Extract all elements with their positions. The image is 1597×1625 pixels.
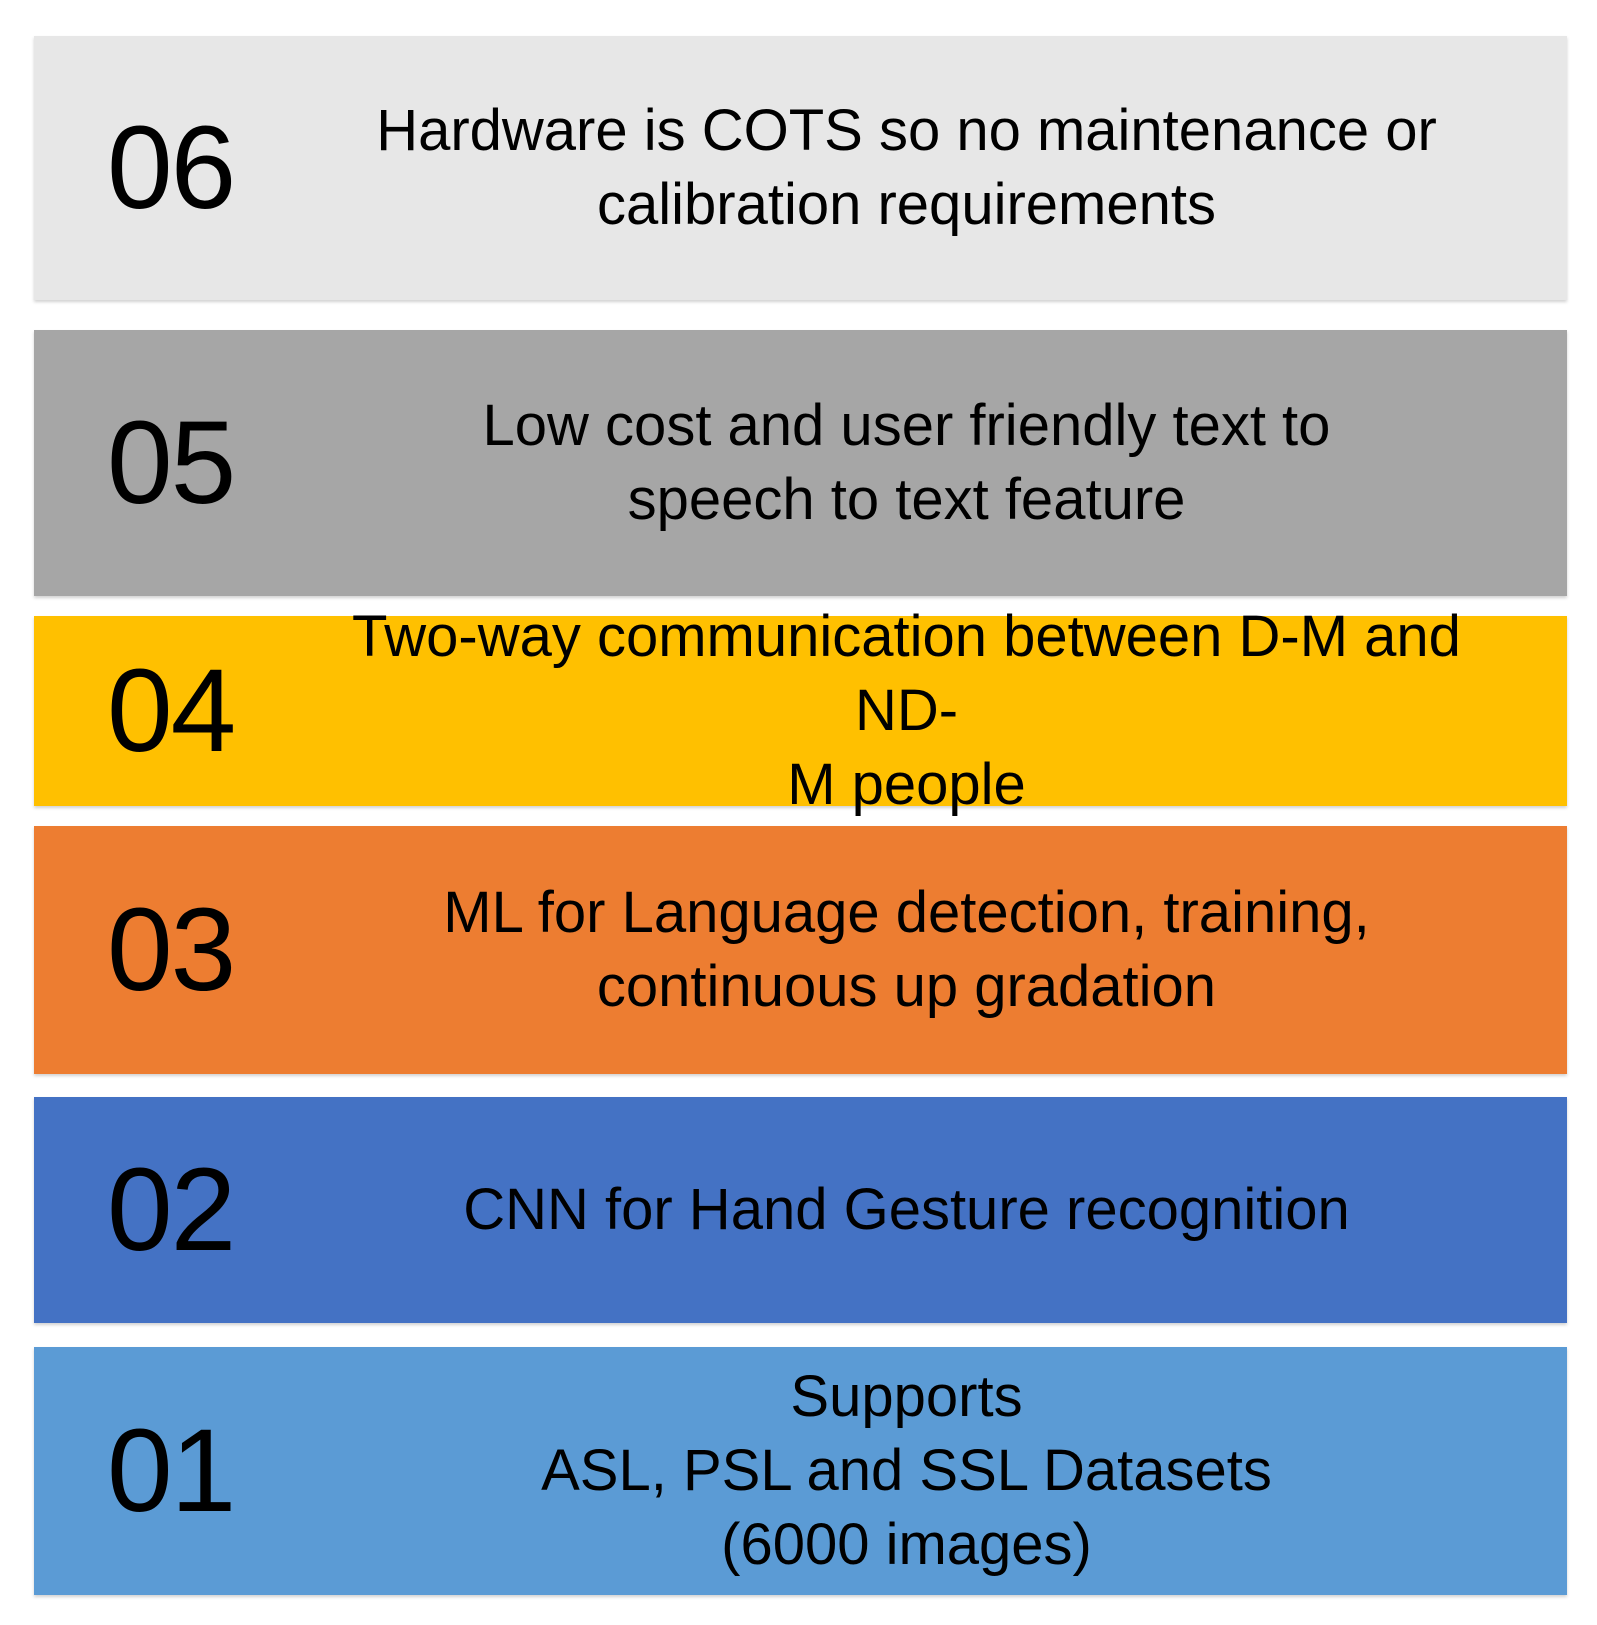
feature-description: Two-way communication between D-M and ND… [324,616,1489,806]
feature-number: 03 [107,826,234,1074]
feature-band-04: 04 Two-way communication between D-M and… [34,616,1567,806]
feature-number: 01 [107,1347,234,1595]
feature-number: 02 [107,1097,234,1323]
feature-number: 04 [107,616,234,806]
feature-description: Hardware is COTS so no maintenance or cal… [324,36,1489,300]
feature-band-03: 03 ML for Language detection, training, c… [34,826,1567,1074]
feature-number: 05 [107,330,234,596]
feature-description: CNN for Hand Gesture recognition [324,1097,1489,1323]
feature-description: Low cost and user friendly text to speech… [324,330,1489,596]
feature-band-01: 01 Supports ASL, PSL and SSL Datasets (600… [34,1347,1567,1595]
feature-number: 06 [107,36,234,300]
feature-band-06: 06 Hardware is COTS so no maintenance or… [34,36,1567,300]
feature-description: Supports ASL, PSL and SSL Datasets (6000 i… [324,1347,1489,1595]
feature-description: ML for Language detection, training, cont… [324,826,1489,1074]
feature-band-02: 02 CNN for Hand Gesture recognition [34,1097,1567,1323]
feature-band-05: 05 Low cost and user friendly text to spe… [34,330,1567,596]
